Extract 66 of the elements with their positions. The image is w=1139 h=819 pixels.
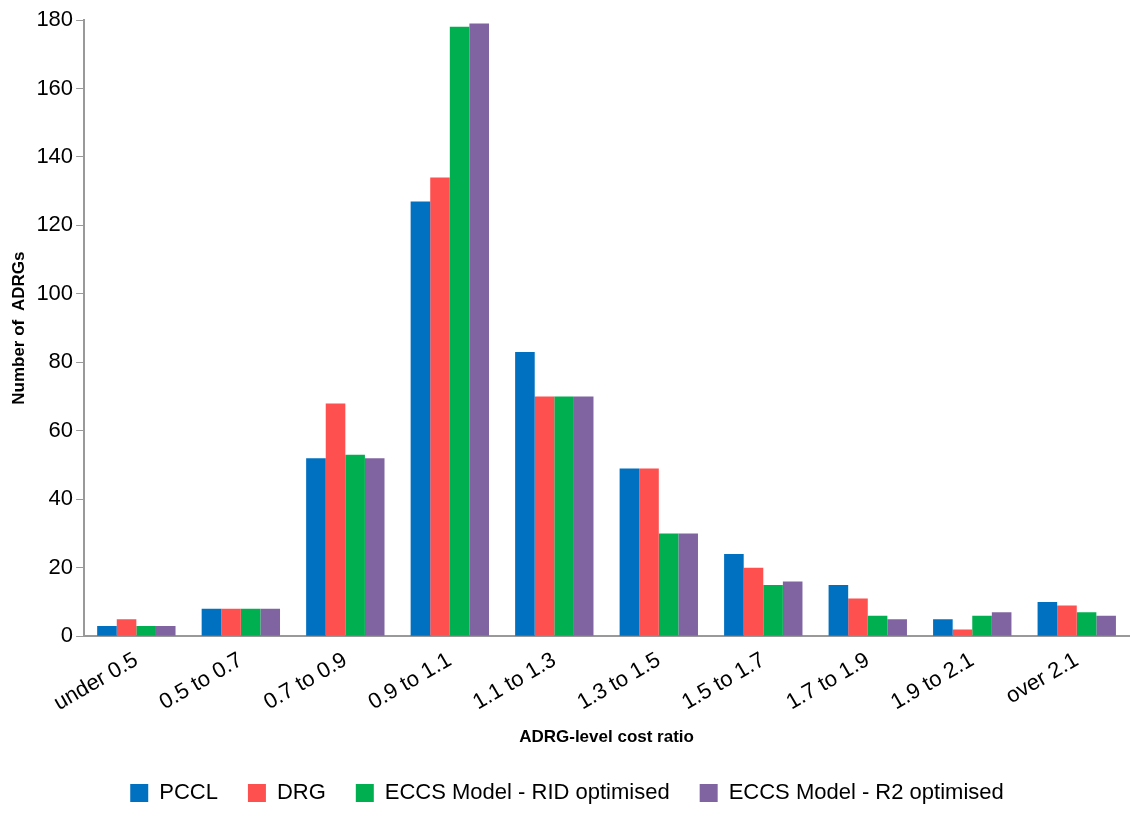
x-tick-label: under 0.5 (48, 646, 142, 715)
y-tick-label: 120 (36, 211, 74, 237)
legend-label: ECCS Model - RID optimised (384, 779, 670, 805)
y-tick-label: 40 (48, 485, 74, 511)
bar (201, 608, 222, 636)
bar (952, 629, 973, 636)
y-tick-label: 100 (36, 279, 74, 305)
legend-label: DRG (276, 779, 326, 805)
legend-label: ECCS Model - R2 optimised (728, 779, 1004, 805)
x-tick-label: 0.7 to 0.9 (258, 646, 351, 715)
bar (260, 608, 281, 636)
bar (1076, 612, 1097, 636)
y-tick-label: 140 (36, 143, 74, 169)
bar (534, 396, 555, 636)
bar (991, 612, 1012, 636)
x-tick-label: 0.5 to 0.7 (154, 646, 247, 715)
bar (848, 598, 868, 636)
bar (240, 608, 261, 636)
bar (364, 458, 385, 636)
bar (449, 26, 470, 636)
legend-label: PCCL (159, 779, 218, 805)
bar (743, 567, 764, 636)
x-tick-label: over 2.1 (1000, 646, 1083, 708)
bar (678, 533, 698, 636)
bar (136, 625, 156, 636)
bar (430, 177, 450, 636)
bar (763, 584, 783, 636)
bar (306, 458, 326, 636)
x-tick-label: 1.7 to 1.9 (781, 646, 874, 715)
x-tick-label: 0.9 to 1.1 (363, 646, 456, 715)
bar (1096, 615, 1116, 636)
y-tick-label: 80 (48, 348, 74, 374)
bar (658, 533, 679, 636)
bar (469, 23, 489, 636)
bar (1057, 605, 1077, 636)
bar (828, 584, 849, 636)
y-tick-label: 0 (60, 622, 74, 648)
y-axis-title: Number of ADRGs (8, 251, 28, 405)
y-tick-label: 20 (48, 553, 74, 579)
bar (573, 396, 594, 636)
bar (1037, 602, 1058, 636)
bar (325, 403, 346, 636)
x-tick-label: 1.1 to 1.3 (467, 646, 560, 715)
bar (887, 619, 907, 636)
bar (972, 615, 992, 636)
bar (97, 625, 117, 636)
y-tick-label: 180 (36, 6, 74, 32)
bar (116, 619, 137, 636)
bar (221, 608, 241, 636)
bar (933, 619, 953, 636)
bar (410, 201, 431, 636)
bar (155, 625, 176, 636)
x-tick-label: 1.9 to 2.1 (885, 646, 978, 715)
x-axis-title: ADRG-level cost ratio (519, 727, 694, 747)
x-tick-label: 1.3 to 1.5 (572, 646, 665, 715)
bar (782, 581, 803, 636)
bar (724, 554, 744, 636)
y-tick-label: 60 (48, 416, 74, 442)
bar (554, 396, 574, 636)
bar (345, 454, 365, 636)
x-tick-label: 1.5 to 1.7 (676, 646, 769, 715)
bar (639, 468, 659, 636)
bar (619, 468, 640, 636)
bar (867, 615, 888, 636)
bar (515, 352, 535, 636)
y-tick-label: 160 (36, 74, 74, 100)
